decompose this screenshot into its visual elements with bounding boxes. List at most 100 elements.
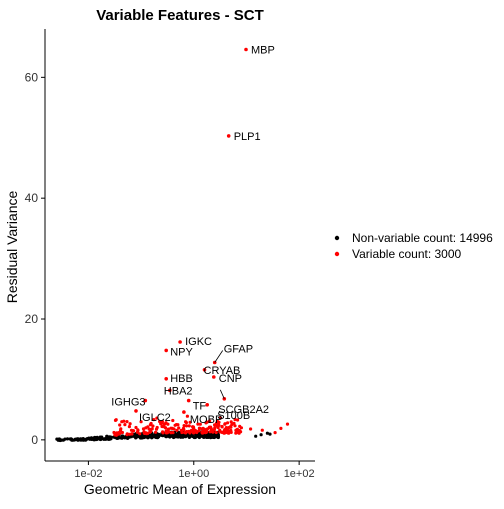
variable-point bbox=[232, 421, 236, 425]
nonvariable-point bbox=[60, 438, 64, 442]
variable-point bbox=[176, 423, 180, 427]
labeled-point bbox=[244, 47, 248, 52]
variable-point bbox=[180, 430, 184, 435]
variable-point bbox=[200, 431, 204, 435]
gene-label: IGKC bbox=[185, 336, 212, 348]
y-axis-title: Residual Variance bbox=[4, 191, 20, 304]
nonvariable-point bbox=[157, 432, 161, 436]
axes: 0 20 40 60 1e-02 1e+00 1e+02 bbox=[25, 29, 315, 480]
variable-point bbox=[148, 430, 152, 434]
nonvariable-point bbox=[121, 434, 125, 438]
variable-point bbox=[218, 416, 223, 420]
variable-point bbox=[229, 420, 233, 424]
variable-point bbox=[138, 432, 142, 436]
gene-label: NPY bbox=[170, 346, 193, 358]
variable-point bbox=[142, 430, 146, 434]
variable-point bbox=[214, 430, 218, 435]
variable-point bbox=[144, 432, 149, 436]
gene-label: S100B bbox=[217, 410, 250, 422]
variable-point bbox=[148, 423, 152, 427]
variable-point bbox=[113, 418, 118, 422]
variable-point bbox=[131, 429, 135, 433]
variable-point bbox=[125, 420, 129, 424]
labeled-point bbox=[168, 388, 172, 393]
labeled-point bbox=[212, 375, 216, 379]
variable-point bbox=[273, 431, 277, 435]
variable-point bbox=[150, 427, 154, 431]
x-tick-label: 1e+00 bbox=[178, 468, 209, 480]
variable-point bbox=[236, 418, 240, 422]
gene-label: CRYAB bbox=[204, 365, 241, 377]
labeled-point bbox=[202, 368, 207, 372]
nonvariable-point bbox=[172, 435, 176, 439]
variable-point bbox=[130, 432, 134, 436]
x-tick-label: 1e-02 bbox=[74, 468, 102, 480]
legend-marker bbox=[334, 251, 340, 257]
labeled-point bbox=[178, 340, 182, 344]
nonvariable-point bbox=[268, 432, 272, 436]
variable-point bbox=[187, 424, 191, 428]
variable-point bbox=[249, 427, 253, 431]
variable-point bbox=[220, 424, 224, 429]
variable-point bbox=[196, 422, 200, 426]
variable-point bbox=[226, 421, 230, 425]
variable-point bbox=[279, 426, 283, 430]
variable-point bbox=[177, 426, 181, 430]
variable-point bbox=[160, 424, 164, 429]
variable-point bbox=[158, 419, 162, 424]
nonvariable-point bbox=[216, 433, 220, 437]
labeled-point bbox=[205, 403, 209, 407]
legend-label: Variable count: 3000 bbox=[352, 247, 462, 261]
variable-point bbox=[182, 424, 186, 428]
labeled-point bbox=[134, 409, 138, 413]
variable-point bbox=[146, 425, 150, 429]
variable-point bbox=[223, 431, 227, 435]
variable-point bbox=[198, 422, 202, 426]
nonvariable-point bbox=[65, 437, 70, 441]
nonvariable-point bbox=[84, 438, 88, 442]
variable-point bbox=[152, 418, 156, 422]
nonvariable-point bbox=[69, 437, 73, 441]
nonvariable-point bbox=[135, 435, 139, 439]
variable-point bbox=[285, 422, 290, 426]
variable-point bbox=[170, 426, 174, 430]
legend: Non-variable count: 14996 Variable count:… bbox=[334, 231, 493, 261]
labeled-point bbox=[186, 398, 191, 403]
nonvariable-point bbox=[105, 434, 109, 438]
variable-point bbox=[120, 420, 124, 424]
gene-label: IGLC2 bbox=[139, 412, 171, 424]
nonvariable-point bbox=[75, 437, 79, 442]
variable-point bbox=[198, 426, 202, 430]
variable-point bbox=[167, 430, 171, 434]
nonvariable-point bbox=[127, 435, 131, 439]
label-connector bbox=[219, 389, 225, 399]
variable-point bbox=[227, 429, 231, 433]
variable-point bbox=[139, 420, 143, 424]
y-tick-label: 60 bbox=[25, 70, 39, 84]
variable-point bbox=[141, 427, 146, 431]
variable-point bbox=[218, 430, 222, 434]
labeled-point bbox=[164, 348, 168, 353]
variable-point bbox=[136, 428, 140, 432]
variable-point bbox=[233, 417, 237, 422]
y-tick-label: 0 bbox=[31, 433, 38, 447]
variable-point bbox=[224, 426, 228, 430]
variable-point bbox=[215, 419, 219, 423]
labeled-point bbox=[164, 377, 168, 381]
nonvariable-point bbox=[192, 435, 196, 440]
nonvariable-point bbox=[197, 435, 201, 440]
variable-point bbox=[239, 426, 243, 430]
nonvariable-point bbox=[150, 436, 154, 440]
nonvariable-point bbox=[115, 436, 119, 440]
variable-point bbox=[217, 423, 221, 427]
gene-label: PLP1 bbox=[234, 131, 261, 143]
nonvariable-point bbox=[187, 435, 191, 439]
variable-point bbox=[229, 425, 233, 429]
variable-point bbox=[203, 427, 207, 431]
variable-point bbox=[185, 430, 189, 434]
variable-point bbox=[163, 426, 168, 430]
gene-label: HBB bbox=[170, 373, 193, 385]
gene-label: MBP bbox=[251, 45, 275, 57]
nonvariable-point bbox=[167, 433, 171, 437]
